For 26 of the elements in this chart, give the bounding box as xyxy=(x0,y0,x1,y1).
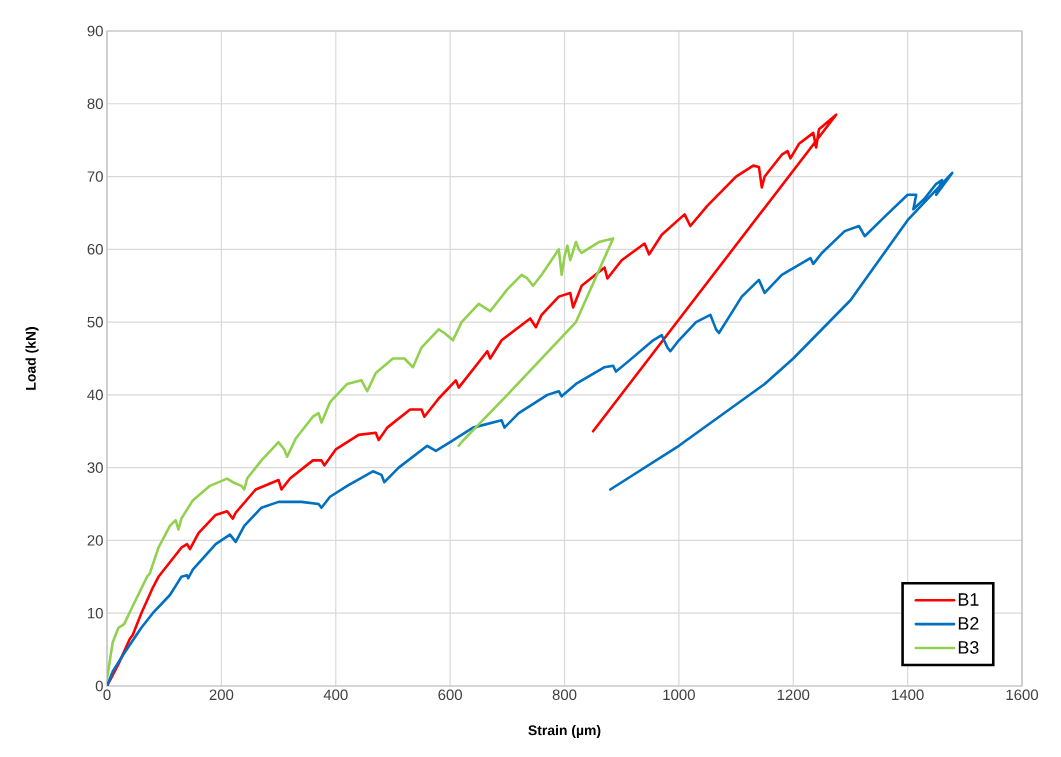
legend-label: B1 xyxy=(958,593,979,606)
y-tick-label: 10 xyxy=(88,607,103,619)
legend-label: B3 xyxy=(958,641,979,654)
y-tick-label: 60 xyxy=(87,244,103,255)
x-tick-label: 1600 xyxy=(1006,689,1039,701)
x-tick-label: 400 xyxy=(323,689,348,701)
y-tick-label: 30 xyxy=(87,462,103,473)
y-tick-label: 90 xyxy=(87,25,103,37)
line-series xyxy=(107,237,615,681)
x-tick-label: 0 xyxy=(103,689,111,701)
line-series xyxy=(107,171,954,686)
y-axis-title: Load (kN) xyxy=(25,327,39,390)
y-tick-label: 70 xyxy=(87,171,103,182)
x-tick-label: 1200 xyxy=(777,689,810,701)
y-tick-label: 0 xyxy=(95,680,103,692)
x-axis-title: Strain (µm) xyxy=(528,725,601,739)
x-tick-label: 800 xyxy=(552,689,577,701)
legend-label: B2 xyxy=(958,617,979,630)
y-tick-label: 80 xyxy=(87,98,103,110)
y-tick-label: 20 xyxy=(87,535,103,546)
x-tick-label: 200 xyxy=(209,689,234,701)
x-tick-label: 1400 xyxy=(892,689,924,701)
y-tick-label: 40 xyxy=(87,389,103,401)
x-tick-label: 600 xyxy=(438,689,463,701)
y-tick-label: 50 xyxy=(87,316,103,328)
x-tick-label: 1000 xyxy=(663,689,695,701)
